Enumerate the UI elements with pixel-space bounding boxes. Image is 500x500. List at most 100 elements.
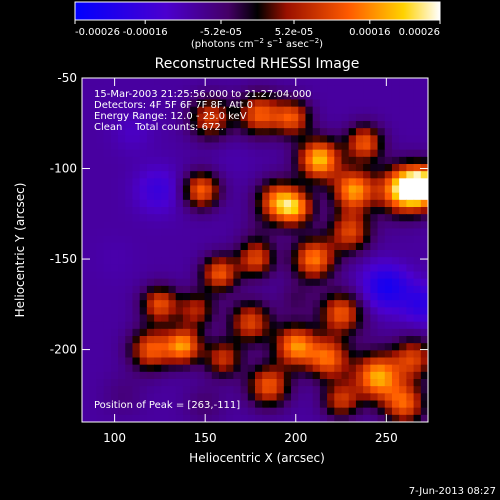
heatmap-cell <box>341 336 350 344</box>
axis-ticks: 100 150 200 250-50-100-150-200 <box>50 71 428 445</box>
heatmap-cell <box>327 250 335 258</box>
heatmap-cell <box>363 364 371 373</box>
heatmap-cell <box>262 257 271 265</box>
heatmap-cell <box>334 314 343 323</box>
heatmap-cell <box>377 336 386 344</box>
heatmap-cell <box>218 278 227 287</box>
heatmap-cell <box>204 164 213 172</box>
heatmap-cell <box>247 271 256 280</box>
heatmap-cell <box>370 221 379 230</box>
heatmap-cell <box>413 250 422 258</box>
heatmap-cell <box>233 407 242 416</box>
heatmap-cell <box>334 128 343 136</box>
heatmap-cell <box>298 142 307 151</box>
heatmap-cell <box>96 257 105 265</box>
heatmap-cell <box>420 113 428 122</box>
heatmap-cell <box>96 178 105 187</box>
heatmap-cell <box>341 164 350 172</box>
heatmap-cell <box>240 135 249 144</box>
heatmap-cell <box>399 350 407 359</box>
heatmap-cell <box>218 343 227 351</box>
heatmap-cell <box>370 171 379 179</box>
heatmap-cell <box>218 321 227 330</box>
heatmap-cell <box>110 250 119 258</box>
heatmap-cell <box>82 128 90 136</box>
heatmap-cell <box>420 207 428 215</box>
heatmap-cell <box>103 293 112 301</box>
heatmap-cell <box>420 357 428 366</box>
heatmap-cell <box>363 400 371 409</box>
heatmap-cell <box>211 207 220 215</box>
heatmap-cell <box>262 386 271 394</box>
heatmap-cell <box>168 314 177 323</box>
heatmap-cell <box>370 192 379 201</box>
heatmap-cell <box>413 336 422 344</box>
heatmap-cell <box>276 257 285 265</box>
heatmap-cell <box>363 171 371 179</box>
heatmap-cell <box>255 300 263 308</box>
heatmap-cell <box>269 199 278 208</box>
heatmap-cell <box>406 78 415 86</box>
heatmap-cell <box>139 257 148 265</box>
heatmap-cell <box>161 350 170 359</box>
heatmap-cell <box>262 171 271 179</box>
heatmap-cell <box>355 156 364 165</box>
heatmap-cell <box>168 343 177 351</box>
heatmap-cell <box>161 321 170 330</box>
heatmap-cell <box>305 128 314 136</box>
heatmap-cell <box>413 199 422 208</box>
heatmap-cell <box>399 357 407 366</box>
heatmap-cell <box>190 264 198 273</box>
heatmap-cell <box>110 214 119 222</box>
heatmap-cell <box>82 106 90 115</box>
heatmap-cell <box>154 85 162 93</box>
heatmap-cell <box>370 321 379 330</box>
heatmap-cell <box>226 149 234 158</box>
heatmap-cell <box>276 178 285 187</box>
heatmap-cell <box>406 379 415 387</box>
heatmap-cell <box>89 407 98 416</box>
heatmap-cell <box>103 121 112 129</box>
heatmap-cell <box>276 414 285 422</box>
heatmap-cell <box>182 178 191 187</box>
heatmap-cell <box>341 99 350 108</box>
y-tick-label: -100 <box>50 162 77 176</box>
heatmap-cell <box>377 207 386 215</box>
heatmap-cell <box>125 343 134 351</box>
heatmap-cell <box>255 85 263 93</box>
heatmap-cell <box>413 185 422 194</box>
heatmap-cell <box>355 257 364 265</box>
heatmap-cell <box>348 178 357 187</box>
heatmap-cell <box>211 336 220 344</box>
heatmap-cell <box>341 300 350 308</box>
heatmap-cell <box>377 242 386 251</box>
heatmap-cell <box>161 307 170 316</box>
heatmap-cell <box>399 199 407 208</box>
heatmap-cell <box>305 178 314 187</box>
heatmap-cell <box>168 78 177 86</box>
heatmap-cell <box>168 85 177 93</box>
heatmap-cell <box>103 92 112 101</box>
heatmap-cell <box>391 307 400 316</box>
heatmap-cell <box>406 207 415 215</box>
heatmap-cell <box>247 235 256 244</box>
heatmap-cell <box>146 386 155 394</box>
heatmap-cell <box>384 235 393 244</box>
heatmap-cell <box>291 414 299 422</box>
heatmap-cell <box>175 164 184 172</box>
heatmap-cell <box>363 300 371 308</box>
heatmap-cell <box>132 178 141 187</box>
heatmap-cell <box>391 228 400 237</box>
heatmap-cell <box>406 214 415 222</box>
heatmap-cell <box>139 400 148 409</box>
heatmap-cell <box>247 257 256 265</box>
heatmap-cell <box>211 178 220 187</box>
heatmap-cell <box>370 242 379 251</box>
heatmap-cell <box>168 178 177 187</box>
heatmap-cell <box>118 364 126 373</box>
heatmap-cell <box>146 149 155 158</box>
heatmap-cell <box>218 257 227 265</box>
heatmap-cell <box>146 293 155 301</box>
heatmap-cell <box>384 171 393 179</box>
heatmap-cell <box>118 321 126 330</box>
